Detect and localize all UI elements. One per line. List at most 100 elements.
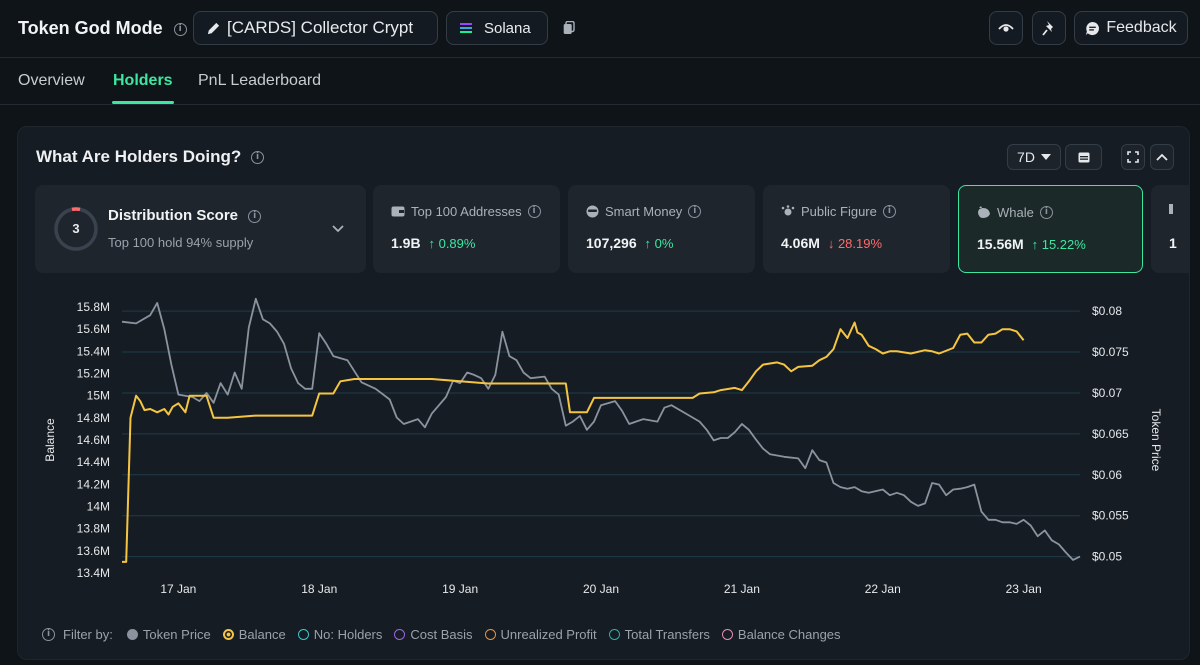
- right-axis-tick-label: $0.08: [1092, 304, 1122, 318]
- info-icon[interactable]: i: [882, 205, 896, 218]
- card-top-100-addresses[interactable]: Top 100 Addresses i 1.9B ↑ 0.89%: [373, 185, 560, 273]
- legend-item-unrealized-profit[interactable]: Unrealized Profit: [484, 627, 597, 642]
- x-axis-tick-label: 22 Jan: [865, 582, 901, 596]
- left-axis-tick-label: 14M: [87, 500, 110, 514]
- distribution-score-card[interactable]: 3 Distribution Score i Top 100 hold 94% …: [35, 185, 366, 273]
- info-icon[interactable]: i: [173, 22, 187, 36]
- x-axis-tick-label: 21 Jan: [724, 582, 760, 596]
- right-axis-tick-label: $0.05: [1092, 550, 1122, 564]
- distribution-score-value: 3: [72, 221, 80, 236]
- left-axis-tick-label: 13.4M: [77, 566, 110, 580]
- collapse-button[interactable]: [1150, 144, 1174, 170]
- info-icon[interactable]: i: [688, 205, 702, 218]
- series-line-token-price: [121, 297, 1081, 561]
- card-label: [1169, 204, 1173, 214]
- right-axis-tick-label: $0.075: [1092, 345, 1129, 359]
- card-public-figure[interactable]: Public Figure i 4.06M ↓ 28.19%: [763, 185, 950, 273]
- distribution-subtitle: Top 100 hold 94% supply: [108, 235, 254, 250]
- left-axis-tick-label: 13.6M: [77, 544, 110, 558]
- token-selector[interactable]: [CARDS] Collector Crypt: [193, 11, 438, 45]
- legend-label: Balance Changes: [737, 627, 841, 642]
- left-axis-tick-label: 13.8M: [77, 522, 110, 536]
- tab-pnl-leaderboard[interactable]: PnL Leaderboard: [198, 72, 322, 89]
- card-label-text: Public Figure: [801, 204, 877, 219]
- right-axis-tick-label: $0.055: [1092, 509, 1129, 523]
- expand-button[interactable]: [1121, 144, 1145, 170]
- left-axis-tick-label: 15.2M: [77, 367, 110, 381]
- x-axis-tick-label: 17 Jan: [160, 582, 196, 596]
- card-label: Top 100 Addresses i: [391, 204, 541, 219]
- legend-item-total-transfers[interactable]: Total Transfers: [608, 627, 710, 642]
- calendar-button[interactable]: [1065, 144, 1102, 170]
- card-change: 0.89%: [438, 236, 476, 251]
- card-change: 15.22%: [1041, 237, 1086, 252]
- legend-item-token-price[interactable]: Token Price: [126, 627, 211, 642]
- info-icon[interactable]: i: [248, 209, 262, 223]
- score-gauge-icon: [54, 207, 98, 251]
- right-axis-tick-label: $0.065: [1092, 427, 1129, 441]
- left-axis-tick-label: 14.4M: [77, 455, 110, 469]
- holders-panel: What Are Holders Doing? i 7D 3 Distribut…: [17, 126, 1190, 660]
- left-axis-title: Balance: [43, 418, 57, 462]
- info-icon[interactable]: i: [1039, 206, 1053, 219]
- app-title: Token God Mode i: [18, 18, 187, 39]
- watch-button[interactable]: [989, 11, 1023, 45]
- legend-dot: [222, 629, 234, 640]
- legend-label: Balance: [238, 627, 286, 642]
- expand-icon: [1127, 151, 1139, 163]
- left-axis-tick-label: 15M: [87, 389, 110, 403]
- right-axis-tick-label: $0.07: [1092, 386, 1122, 400]
- change-up-indicator: ↑ 15.22%: [1031, 237, 1086, 252]
- left-axis-tick-label: 14.8M: [77, 411, 110, 425]
- x-axis-tick-label: 18 Jan: [301, 582, 337, 596]
- legend-item-no-holders[interactable]: No: Holders: [297, 627, 383, 642]
- smart-money-icon: [586, 205, 599, 218]
- chevron-down-icon[interactable]: [332, 225, 344, 233]
- legend-dot: [721, 629, 733, 640]
- x-axis-tick-label: 19 Jan: [442, 582, 478, 596]
- card-partial[interactable]: 1: [1151, 185, 1189, 273]
- card-smart-money[interactable]: Smart Money i 107,296 ↑ 0%: [568, 185, 755, 273]
- legend-dot: [297, 629, 309, 640]
- info-icon[interactable]: i: [527, 205, 541, 218]
- x-axis-tick-label: 23 Jan: [1006, 582, 1042, 596]
- card-whale[interactable]: Whale i 15.56M ↑ 15.22%: [958, 185, 1143, 273]
- distribution-title-text: Distribution Score: [108, 207, 239, 224]
- holders-chart[interactable]: $0.08 $0.075 $0.07 $0.065 $0.06 $0.055 $0.05 15…: [18, 295, 1190, 615]
- chain-selector[interactable]: Solana: [446, 11, 548, 45]
- card-value: 1: [1169, 235, 1177, 251]
- copy-icon[interactable]: [563, 21, 575, 35]
- filter-label: Filter by:: [63, 627, 113, 642]
- whale-icon: [978, 206, 990, 218]
- solana-icon: [460, 23, 472, 33]
- timeframe-select[interactable]: 7D: [1007, 144, 1061, 170]
- legend-item-balance[interactable]: Balance: [222, 627, 286, 642]
- series-line-balance: [122, 321, 1025, 563]
- partial-card-icon: [1169, 204, 1173, 214]
- legend-label: No: Holders: [313, 627, 383, 642]
- card-value: 4.06M: [781, 235, 820, 251]
- info-icon[interactable]: i: [42, 628, 55, 641]
- chat-bubble-icon: [1086, 21, 1100, 35]
- pin-button[interactable]: [1032, 11, 1066, 45]
- legend-item-cost-basis[interactable]: Cost Basis: [394, 627, 473, 642]
- left-axis-tick-label: 15.6M: [77, 322, 110, 336]
- card-value: 107,296: [586, 235, 637, 251]
- legend-dot: [608, 629, 620, 640]
- chevron-up-icon: [1156, 153, 1168, 161]
- tab-holders[interactable]: Holders: [113, 72, 173, 89]
- legend-label: Total Transfers: [624, 627, 710, 642]
- info-icon[interactable]: i: [251, 151, 264, 165]
- card-value-row: 107,296 ↑ 0%: [586, 235, 673, 251]
- legend-dot: [484, 629, 496, 640]
- feedback-button[interactable]: Feedback: [1074, 11, 1188, 45]
- left-axis-tick-label: 15.4M: [77, 344, 110, 358]
- chart-legend: i Filter by: Token Price Balance No: Hol…: [42, 627, 845, 642]
- legend-label: Unrealized Profit: [500, 627, 597, 642]
- legend-item-balance-changes[interactable]: Balance Changes: [721, 627, 841, 642]
- left-axis-tick-label: 15.8M: [77, 300, 110, 314]
- tab-overview[interactable]: Overview: [18, 72, 85, 89]
- right-axis-tick-label: $0.06: [1092, 468, 1122, 482]
- card-label: Whale i: [977, 205, 1053, 220]
- card-label: Smart Money i: [586, 204, 702, 219]
